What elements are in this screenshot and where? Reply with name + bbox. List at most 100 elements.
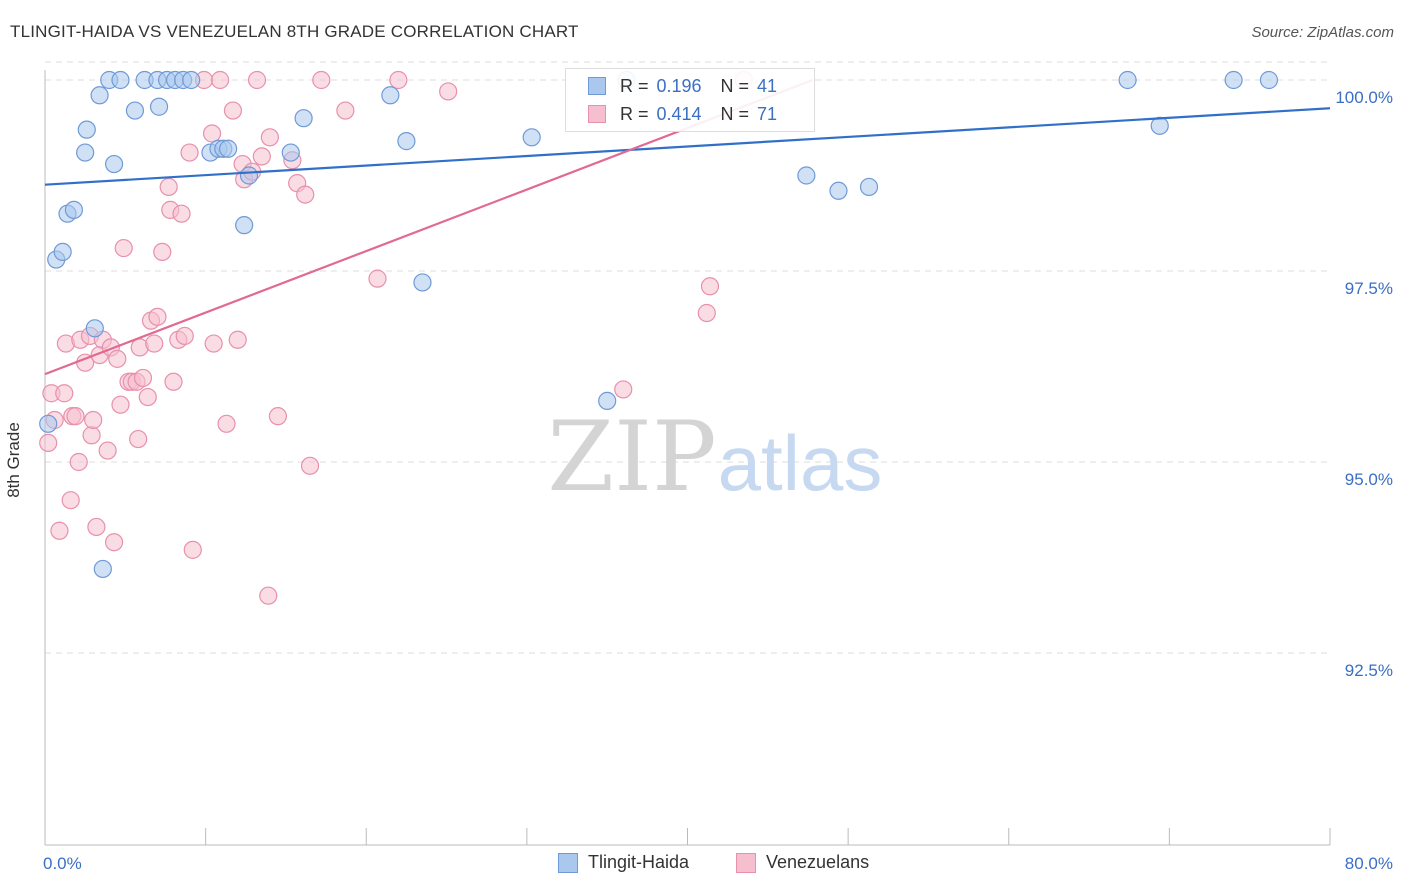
legend-swatch-pink — [588, 105, 606, 123]
tlingit-haida-point — [235, 216, 254, 235]
tlingit-haida-point — [797, 166, 816, 185]
tlingit-haida-point — [125, 101, 145, 120]
tlingit-haida-point — [1259, 70, 1279, 90]
legend-label-venezuelans: Venezuelans — [766, 852, 870, 872]
legend-row-tlingit-haida: R = 0.196 N = 41 — [588, 73, 777, 99]
venezuelan-point — [336, 101, 355, 120]
legend-swatch-pink — [736, 852, 756, 873]
venezuelan-point — [61, 491, 80, 510]
tlingit-haida-point — [93, 559, 112, 579]
tlingit-haida-point — [598, 391, 617, 410]
legend-r-value: 0.414 — [656, 103, 702, 124]
venezuelan-point — [138, 387, 157, 407]
venezuelan-point — [228, 330, 247, 349]
venezuelan-point — [153, 242, 172, 261]
series-venezuelans — [39, 70, 753, 605]
venezuelan-point — [296, 185, 315, 204]
venezuelan-point — [111, 395, 130, 414]
legend-swatch-blue — [588, 77, 606, 95]
venezuelan-point — [247, 70, 267, 90]
venezuelan-point — [260, 128, 279, 147]
legend-swatch-blue — [558, 852, 578, 873]
axes — [44, 70, 1331, 846]
venezuelan-point — [172, 204, 191, 223]
venezuelan-point — [104, 533, 124, 552]
tlingit-haida-point — [413, 273, 432, 292]
tlingit-haida-point — [219, 139, 238, 158]
venezuelan-point — [98, 441, 117, 460]
venezuelan-point — [312, 70, 331, 90]
venezuelan-point — [223, 101, 243, 120]
venezuelan-point — [202, 124, 222, 143]
tlingit-haida-point — [829, 181, 848, 200]
venezuelan-point — [114, 238, 133, 258]
venezuelan-point — [50, 521, 69, 540]
correlation-legend: R = 0.196 N = 41 R = 0.414 N = 71 — [565, 68, 815, 132]
tlingit-haida-point — [149, 97, 169, 116]
venezuelan-point — [39, 433, 58, 452]
grid-lines — [45, 61, 1330, 654]
tlingit-haida-point — [1150, 116, 1169, 135]
legend-r-value: 0.196 — [656, 75, 702, 96]
venezuelan-point — [55, 384, 74, 403]
tick-labels: 92.5% 95.0% 97.5% 100.0% 0.0% 80.0% — [43, 88, 1393, 873]
watermark-atlas: atlas — [718, 419, 883, 507]
venezuelan-point — [183, 540, 202, 559]
tlingit-haida-point — [294, 109, 313, 128]
venezuelan-point — [148, 307, 167, 326]
source-label: Source: ZipAtlas.com — [1251, 24, 1394, 41]
venezuelan-point — [368, 269, 387, 288]
tlingit-haida-point — [76, 143, 95, 162]
series-tlingit-haida — [39, 70, 1279, 579]
venezuelan-point — [145, 334, 164, 353]
venezuelan-point — [204, 334, 223, 353]
y-tick-label: 100.0% — [1335, 88, 1393, 107]
x-tick-label: 0.0% — [43, 854, 82, 873]
legend-label-tlingit-haida: Tlingit-Haida — [588, 852, 690, 872]
legend-n-label: N = — [720, 103, 750, 124]
legend-item-tlingit-haida: Tlingit-Haida — [558, 852, 689, 873]
venezuelan-point — [268, 407, 288, 426]
x-tick-label: 80.0% — [1345, 854, 1393, 873]
tlingit-haida-point — [39, 414, 58, 433]
venezuelan-point — [87, 517, 106, 537]
venezuelan-point — [159, 177, 178, 197]
venezuelan-point — [84, 410, 103, 430]
venezuelan-point — [439, 82, 458, 101]
venezuelan-point — [217, 414, 236, 433]
venezuelan-point — [697, 303, 716, 323]
tlingit-haida-point — [77, 120, 96, 139]
tlingit-haida-point — [64, 200, 84, 219]
venezuelan-point — [389, 70, 408, 90]
legend-n-label: N = — [720, 75, 750, 96]
tlingit-haida-point — [111, 70, 130, 90]
venezuelan-point — [259, 586, 278, 605]
legend-item-venezuelans: Venezuelans — [736, 852, 869, 873]
venezuelan-point — [164, 372, 183, 391]
legend-r-label: R = — [620, 75, 649, 96]
tlingit-haida-point — [239, 166, 259, 185]
legend-r-label: R = — [620, 103, 649, 124]
tlingit-haida-point — [859, 177, 879, 197]
venezuelan-point — [129, 429, 148, 449]
tlingit-haida-point — [104, 154, 124, 174]
tlingit-haida-point — [381, 86, 400, 105]
tlingit-haida-point — [397, 132, 416, 151]
venezuelan-point — [252, 147, 271, 166]
trend-line-tlingit-haida — [44, 107, 1331, 186]
y-axis-label: 8th Grade — [4, 422, 23, 498]
venezuelan-point — [700, 277, 720, 296]
venezuelan-point — [69, 452, 88, 472]
venezuelan-point — [614, 380, 633, 399]
y-tick-label: 95.0% — [1345, 470, 1393, 489]
tlingit-haida-point — [522, 128, 541, 147]
tlingit-haida-point — [90, 86, 109, 105]
tlingit-haida-point — [53, 242, 72, 261]
venezuelan-point — [66, 407, 85, 426]
tlingit-haida-point — [281, 143, 300, 162]
tlingit-haida-point — [1224, 70, 1243, 90]
venezuelan-point — [300, 456, 320, 475]
venezuelan-point — [133, 368, 153, 388]
series-legend: Tlingit-Haida Venezuelans — [0, 852, 1406, 876]
